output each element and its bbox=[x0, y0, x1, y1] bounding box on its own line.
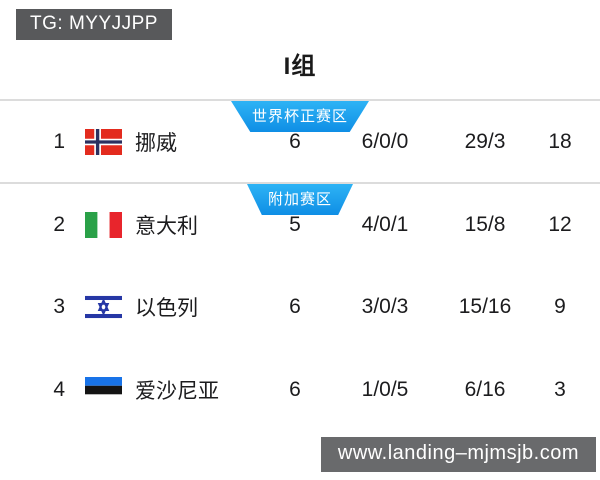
team-name: 以色列 bbox=[135, 296, 198, 320]
team-cell: 爱沙尼亚 bbox=[85, 375, 260, 405]
rank-value: 1 bbox=[53, 129, 65, 153]
zone-badge-playoff: 附加赛区 bbox=[246, 184, 354, 215]
goals-value: 15/16 bbox=[458, 294, 512, 318]
points-value: 9 bbox=[554, 294, 566, 318]
team-cell: 挪威 bbox=[85, 127, 260, 157]
norway-flag-icon bbox=[85, 128, 122, 155]
wdl-value: 6/0/0 bbox=[361, 129, 409, 153]
table-row: 世界杯正赛区 1 挪威 6 6/0/0 29/3 18 bbox=[0, 99, 600, 182]
goals-value: 15/8 bbox=[464, 212, 506, 236]
team-name: 挪威 bbox=[135, 131, 177, 155]
italy-flag-icon bbox=[85, 211, 122, 238]
team-cell: 以色列 bbox=[85, 292, 260, 322]
rank-value: 4 bbox=[53, 377, 65, 401]
points-value: 18 bbox=[548, 129, 572, 153]
israel-flag-icon bbox=[85, 293, 122, 320]
wdl-value: 4/0/1 bbox=[361, 212, 409, 236]
played-value: 6 bbox=[289, 377, 301, 401]
table-row: 3 以色列 6 3/0/3 15/16 9 bbox=[0, 265, 600, 348]
team-name: 意大利 bbox=[135, 214, 198, 238]
zone-badge-worldcup: 世界杯正赛区 bbox=[230, 101, 370, 132]
played-value: 6 bbox=[289, 129, 301, 153]
played-value: 6 bbox=[289, 294, 301, 318]
standings-table: 世界杯正赛区 1 挪威 6 6/0/0 29/3 18 附加赛区 2 意大利 bbox=[0, 99, 600, 431]
rank-value: 2 bbox=[53, 212, 65, 236]
table-row: 4 爱沙尼亚 6 1/0/5 6/16 3 bbox=[0, 348, 600, 431]
points-value: 3 bbox=[554, 377, 566, 401]
website-url-badge: www.landing–mjmsjb.com bbox=[320, 437, 596, 472]
estonia-flag-icon bbox=[85, 376, 122, 403]
group-title: I组 bbox=[283, 53, 317, 80]
wdl-value: 3/0/3 bbox=[361, 294, 409, 318]
team-cell: 意大利 bbox=[85, 210, 260, 240]
wdl-value: 1/0/5 bbox=[361, 377, 409, 401]
rank-value: 3 bbox=[53, 294, 65, 318]
played-value: 5 bbox=[289, 212, 301, 236]
goals-value: 29/3 bbox=[464, 129, 506, 153]
table-row: 附加赛区 2 意大利 5 4/0/1 15/8 12 bbox=[0, 182, 600, 265]
telegram-badge: TG: MYYJJPP bbox=[16, 9, 172, 40]
goals-value: 6/16 bbox=[464, 377, 506, 401]
team-name: 爱沙尼亚 bbox=[135, 379, 219, 403]
points-value: 12 bbox=[548, 212, 572, 236]
